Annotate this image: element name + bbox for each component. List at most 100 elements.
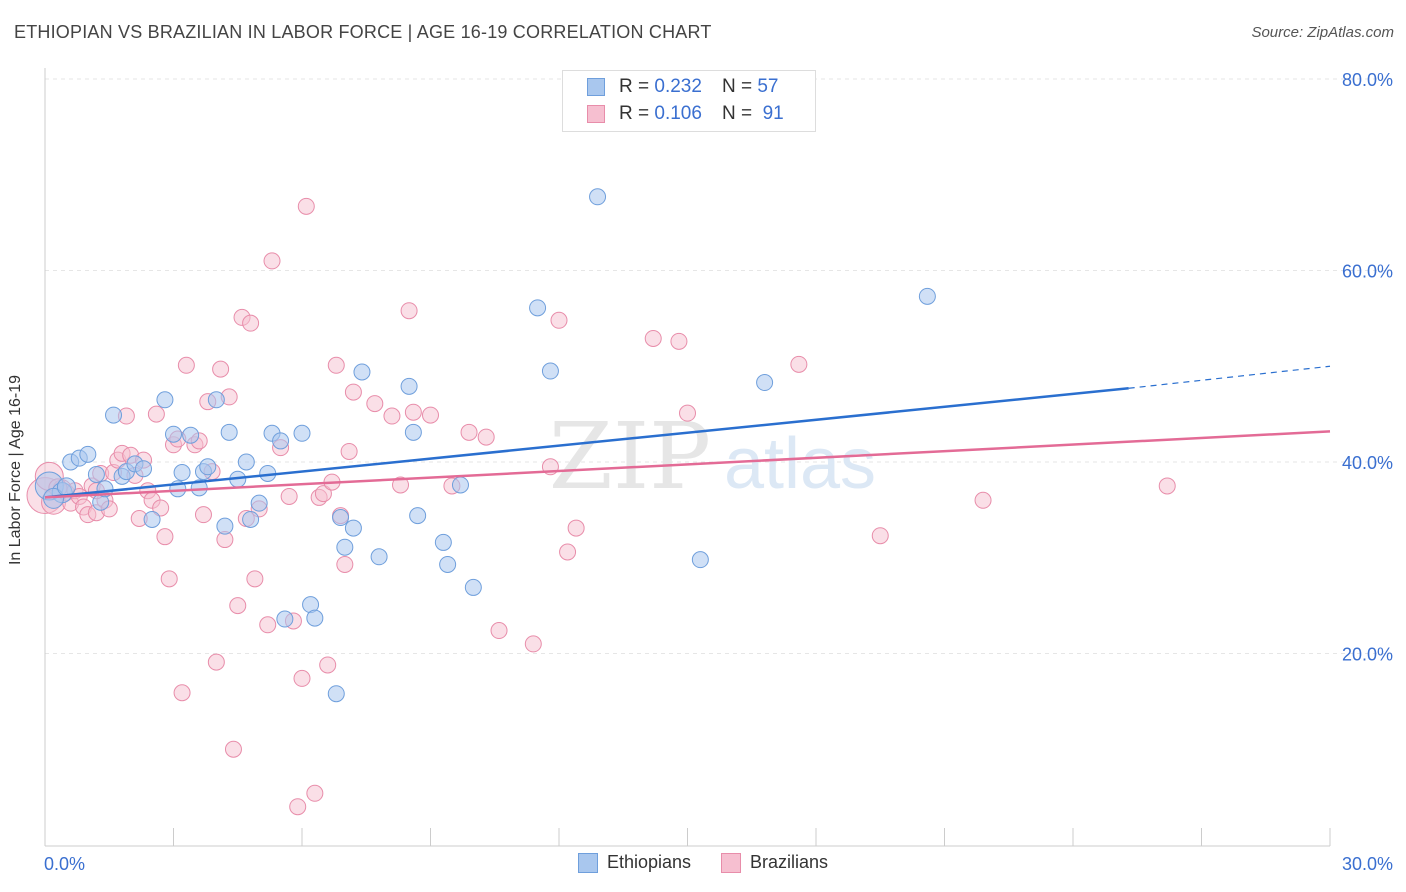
brazilians-point bbox=[336, 555, 354, 573]
brazilians-point bbox=[366, 395, 384, 413]
brazilians-point bbox=[974, 491, 992, 509]
y-tick-label: 40.0% bbox=[1342, 453, 1393, 473]
ethiopians-point bbox=[165, 425, 182, 443]
brazilians-trend-line bbox=[44, 430, 1331, 499]
series-legend: Ethiopians Brazilians bbox=[0, 852, 1406, 873]
brazilians-point bbox=[871, 527, 889, 545]
brazilians-point bbox=[177, 356, 195, 374]
brazilians-point bbox=[1158, 477, 1176, 495]
stats-legend: R = 0.232 N = 57 R = 0.106 N = 91 bbox=[562, 70, 816, 132]
brazilians-point bbox=[383, 407, 401, 425]
ethiopians-point bbox=[43, 487, 65, 509]
brazilians-point bbox=[289, 798, 307, 816]
brazilians-point bbox=[259, 616, 277, 634]
brazilians-point bbox=[212, 360, 230, 378]
brazilians-swatch bbox=[587, 105, 605, 123]
brazilians-point bbox=[524, 635, 542, 653]
brazilians-point bbox=[152, 499, 170, 517]
brazilians-point bbox=[679, 404, 696, 422]
brazilians-point bbox=[644, 329, 662, 347]
brazilians-point bbox=[173, 684, 191, 702]
ethiopians-point bbox=[306, 609, 324, 627]
ethiopians-point bbox=[276, 610, 294, 628]
axes bbox=[44, 68, 1331, 847]
x-tick-label: 30.0% bbox=[1342, 854, 1393, 874]
legend-label-ethiopians: Ethiopians bbox=[606, 852, 692, 872]
brazilians-point bbox=[297, 197, 315, 215]
brazilians-point bbox=[293, 669, 311, 687]
ethiopians-point bbox=[404, 423, 422, 441]
ethiopians-point bbox=[105, 406, 123, 424]
y-tick-label: 20.0% bbox=[1342, 645, 1393, 665]
y-tick-label: 60.0% bbox=[1342, 262, 1393, 282]
ethiopians-point bbox=[344, 519, 362, 537]
ethiopians-point bbox=[272, 432, 290, 450]
brazilians-point bbox=[490, 622, 508, 640]
brazilians-point bbox=[670, 332, 688, 350]
ethiopians-point bbox=[918, 287, 936, 305]
grid-lines bbox=[45, 78, 1392, 654]
ethiopians-point bbox=[336, 538, 354, 556]
brazilians-point bbox=[559, 543, 577, 561]
brazilians-point bbox=[422, 406, 439, 424]
ethiopians-point bbox=[529, 299, 547, 317]
legend-item-ethiopians[interactable]: Ethiopians bbox=[577, 852, 692, 873]
ethiopians-point bbox=[691, 551, 709, 569]
ethiopians-point bbox=[156, 391, 174, 409]
ethiopians-legend-swatch bbox=[577, 852, 598, 873]
ethiopians-point bbox=[353, 363, 371, 381]
ethiopians-point bbox=[135, 460, 153, 478]
n-label: N = bbox=[721, 76, 753, 97]
ethiopians-point bbox=[237, 453, 255, 471]
ethiopians-point bbox=[173, 464, 191, 482]
trend-lines bbox=[44, 365, 1331, 499]
ethiopians-point bbox=[216, 517, 234, 535]
brazilians-point bbox=[340, 442, 358, 460]
legend-item-brazilians[interactable]: Brazilians bbox=[721, 852, 828, 873]
brazilians-point bbox=[156, 528, 174, 546]
brazilians-point bbox=[147, 405, 165, 423]
y-tick-label: 80.0% bbox=[1342, 70, 1393, 90]
ethiopians-point bbox=[400, 377, 418, 395]
brazilians-point bbox=[224, 740, 242, 758]
brazilians-point bbox=[477, 428, 495, 446]
ethiopians-point bbox=[756, 374, 774, 392]
ethiopians-trend-extension bbox=[1128, 365, 1331, 389]
ethiopians-point bbox=[589, 188, 607, 206]
brazilians-point bbox=[263, 252, 281, 270]
ethiopians-point bbox=[207, 391, 225, 409]
brazilians-point bbox=[280, 487, 298, 505]
brazilians-point bbox=[344, 383, 362, 401]
ethiopians-trend-line bbox=[44, 387, 1129, 499]
brazilians-point bbox=[246, 570, 264, 588]
legend-row-brazilians: R = 0.106 N = 91 bbox=[587, 101, 784, 127]
n-label: N = bbox=[721, 103, 753, 124]
ethiopians-point bbox=[439, 555, 457, 573]
brazilians-point bbox=[550, 311, 568, 329]
ethiopians-swatch bbox=[587, 78, 605, 96]
ethiopians-series bbox=[34, 188, 936, 703]
ethiopians-point bbox=[409, 507, 427, 525]
ethiopians-point bbox=[293, 424, 311, 442]
brazilians-point bbox=[242, 314, 260, 332]
watermark-atlas: atlas bbox=[724, 424, 876, 504]
ethiopians-point bbox=[541, 362, 559, 380]
legend-row-ethiopians: R = 0.232 N = 57 bbox=[587, 74, 778, 100]
ethiopians-point bbox=[370, 548, 388, 566]
ethiopians-point bbox=[56, 477, 76, 497]
brazilians-legend-swatch bbox=[721, 852, 742, 873]
watermark: ZIP atlas bbox=[549, 403, 876, 510]
brazilians-point bbox=[160, 570, 178, 588]
ethiopians-point bbox=[250, 494, 268, 512]
brazilians-point bbox=[306, 784, 324, 802]
chart-title: ETHIOPIAN VS BRAZILIAN IN LABOR FORCE | … bbox=[14, 22, 712, 42]
ethiopians-point bbox=[464, 578, 482, 596]
brazilians-point bbox=[194, 506, 212, 524]
ethiopians-point bbox=[182, 426, 200, 444]
ethiopians-point bbox=[327, 685, 345, 703]
ethiopians-point bbox=[87, 465, 105, 483]
n-value-brazilians: 91 bbox=[762, 103, 784, 124]
brazilians-point bbox=[567, 519, 585, 537]
brazilians-point bbox=[319, 656, 337, 674]
